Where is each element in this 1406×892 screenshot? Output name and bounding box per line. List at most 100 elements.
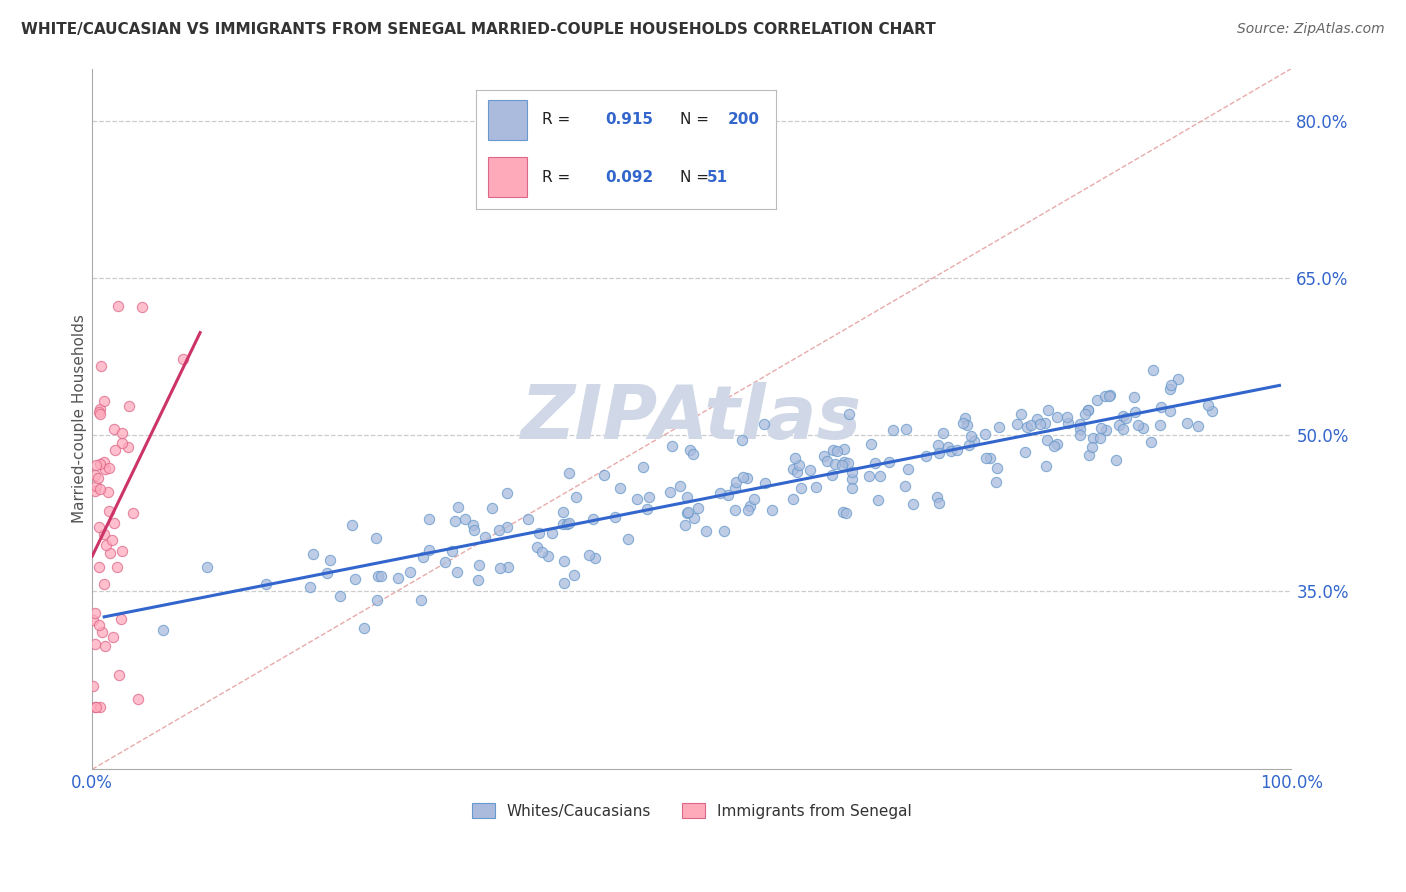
Point: [675, 490, 697, 504]
Point: [103, 516, 125, 530]
Point: [1017, 420, 1039, 434]
Point: [89, 559, 111, 574]
Point: [731, 470, 754, 484]
Point: [82, 679, 104, 693]
Point: [725, 475, 748, 490]
Point: [841, 473, 863, 487]
Point: [86, 479, 108, 493]
Point: [84, 468, 107, 483]
Point: [84, 699, 107, 714]
Point: [555, 516, 578, 531]
Point: [669, 478, 692, 492]
Point: [960, 429, 983, 443]
Point: [841, 466, 863, 480]
Point: [1142, 363, 1164, 377]
Point: [1056, 409, 1078, 424]
Point: [952, 417, 974, 431]
Point: [1069, 427, 1091, 442]
Point: [673, 518, 696, 533]
Point: [1095, 423, 1118, 437]
Point: [626, 492, 648, 507]
Point: [636, 502, 658, 516]
Point: [526, 540, 548, 554]
Point: [742, 492, 765, 507]
Point: [1105, 452, 1128, 467]
Point: [364, 531, 387, 545]
Legend: Whites/Caucasians, Immigrants from Senegal: Whites/Caucasians, Immigrants from Seneg…: [465, 797, 918, 825]
Point: [340, 518, 363, 533]
Point: [86, 470, 108, 484]
Point: [1159, 382, 1181, 396]
Point: [108, 668, 131, 682]
Point: [418, 512, 440, 526]
Point: [83, 483, 105, 498]
Point: [87, 519, 110, 533]
Point: [863, 456, 886, 470]
Point: [894, 421, 917, 435]
Point: [724, 503, 747, 517]
Point: [366, 568, 388, 582]
Point: [737, 503, 759, 517]
Point: [496, 486, 519, 500]
Point: [118, 400, 141, 414]
Point: [444, 514, 467, 528]
Point: [821, 442, 844, 457]
Point: [1098, 389, 1121, 403]
Point: [1046, 410, 1069, 425]
Point: [111, 436, 134, 450]
Point: [592, 468, 614, 483]
Point: [536, 549, 558, 563]
Point: [107, 299, 129, 313]
Point: [98, 461, 121, 475]
Y-axis label: Married-couple Households: Married-couple Households: [72, 315, 87, 524]
Point: [527, 526, 550, 541]
Point: [709, 485, 731, 500]
Point: [111, 426, 134, 441]
Point: [1069, 422, 1091, 436]
Point: [1187, 419, 1209, 434]
Point: [463, 523, 485, 537]
Point: [1083, 431, 1105, 445]
Point: [94, 538, 117, 552]
Point: [1167, 371, 1189, 385]
Point: [936, 440, 959, 454]
Point: [83, 606, 105, 620]
Point: [897, 462, 920, 476]
Point: [398, 566, 420, 580]
Point: [813, 449, 835, 463]
Point: [915, 449, 938, 463]
Point: [105, 559, 128, 574]
Point: [858, 469, 880, 483]
Point: [557, 516, 579, 531]
Point: [1139, 435, 1161, 450]
Point: [488, 561, 510, 575]
Text: Source: ZipAtlas.com: Source: ZipAtlas.com: [1237, 22, 1385, 37]
Point: [93, 526, 115, 541]
Point: [1115, 411, 1137, 425]
Point: [928, 496, 950, 510]
Point: [93, 394, 115, 409]
Point: [1014, 444, 1036, 458]
Point: [963, 434, 986, 448]
Point: [93, 640, 115, 654]
Point: [578, 548, 600, 562]
Point: [1108, 417, 1130, 432]
Point: [1159, 403, 1181, 417]
Point: [939, 444, 962, 458]
Point: [583, 551, 606, 566]
Point: [316, 566, 339, 580]
Point: [1010, 407, 1032, 421]
Point: [84, 699, 107, 714]
Point: [127, 692, 149, 706]
Point: [434, 555, 457, 569]
Point: [787, 458, 810, 472]
Point: [903, 497, 925, 511]
Point: [882, 423, 904, 437]
Point: [866, 492, 889, 507]
Point: [1098, 387, 1121, 401]
Point: [488, 524, 510, 538]
Point: [582, 512, 605, 526]
Point: [412, 549, 434, 564]
Point: [695, 524, 717, 539]
Point: [740, 499, 762, 513]
